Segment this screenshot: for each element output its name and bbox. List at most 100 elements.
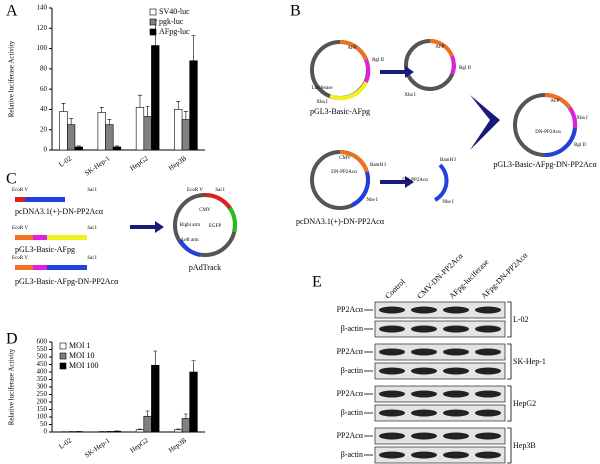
column-label: AFpg-DN-PP2Acα <box>479 250 529 300</box>
x-tick-label: L-02 <box>57 436 73 451</box>
blot-band <box>379 348 405 356</box>
blot-band <box>411 409 437 417</box>
constructs <box>15 197 87 270</box>
panel-label: E <box>312 274 322 291</box>
diagram-label: Sal I <box>87 188 97 193</box>
diagram-label: AFP <box>550 99 559 104</box>
y-tick-label: 0 <box>44 428 48 436</box>
legend-label: pgk-luc <box>159 17 184 26</box>
group-label: L-02 <box>513 315 529 324</box>
bar <box>181 418 191 433</box>
error-bar <box>145 410 150 417</box>
blot-strip <box>374 385 506 403</box>
bar <box>151 364 160 433</box>
blot-band <box>411 348 437 356</box>
plasmid-segment <box>339 40 368 61</box>
y-tick-label: 120 <box>37 24 48 32</box>
diagram-label: CMV <box>199 208 211 213</box>
error-bar <box>153 350 158 366</box>
error-bar <box>191 35 196 61</box>
bar <box>174 429 183 433</box>
x-tick-label: Hep3B <box>167 436 188 454</box>
legend-label: MOI 10 <box>69 351 95 360</box>
y-tick-label: 250 <box>37 390 48 398</box>
construct-part <box>33 235 47 240</box>
bar <box>135 107 145 151</box>
y-tick-label: 50 <box>40 420 48 428</box>
plasmid-diagrams <box>173 39 578 257</box>
legend-swatch <box>149 8 157 16</box>
blot-band <box>475 306 501 314</box>
blot-band <box>475 367 501 375</box>
blot-band <box>475 325 501 333</box>
y-tick-label: 500 <box>37 353 48 361</box>
y-axis-label: Relative luciferase Activity <box>8 348 16 425</box>
plasmid-segment <box>339 149 369 173</box>
diagram-label: DN-PP2Acα <box>535 130 561 135</box>
bar <box>74 146 83 151</box>
y-tick-label: 140 <box>37 4 48 12</box>
bar <box>59 111 68 151</box>
plasmid-segment <box>544 127 577 158</box>
blot-band <box>411 451 437 459</box>
legend-swatch <box>59 362 67 370</box>
blot-strip <box>374 427 506 445</box>
construct-part <box>33 265 47 270</box>
error-bar <box>137 428 142 430</box>
error-bar <box>107 119 112 125</box>
diagram-label: Bgl II <box>459 66 471 71</box>
y-tick-label: 450 <box>37 360 48 368</box>
error-bar <box>61 103 66 112</box>
blot-band <box>475 348 501 356</box>
diagram-label: Xba I <box>576 116 588 121</box>
diagram-label: Nhe I <box>366 198 378 203</box>
plasmid-segment <box>544 92 572 110</box>
blot-band <box>379 451 405 459</box>
plasmid-segment <box>364 59 371 83</box>
plasmid-segment <box>329 81 368 101</box>
blot-band <box>411 325 437 333</box>
diagram-label: pGL3-Basic-AFpg-DN-PP2Acα <box>15 277 119 286</box>
plasmid-segment <box>204 192 232 210</box>
blot-band <box>411 367 437 375</box>
diagram-label: DN-PP2Acα <box>402 178 428 183</box>
y-tick-label: 60 <box>40 85 48 93</box>
y-tick-label: 200 <box>37 398 48 406</box>
blot-band <box>443 451 469 459</box>
diagram-label: pcDNA3.1(+)-DN-PP2Acα <box>15 207 104 216</box>
blot-strip <box>374 343 506 361</box>
blot-band <box>443 325 469 333</box>
x-tick-label: HepG2 <box>129 154 151 172</box>
diagram-label: Sal I <box>87 256 97 261</box>
y-tick-label: 300 <box>37 383 48 391</box>
blot-band <box>411 432 437 440</box>
error-bar <box>176 101 181 110</box>
plasmid-segment <box>351 171 371 207</box>
blot-band <box>475 390 501 398</box>
error-bar <box>145 106 150 117</box>
error-bar <box>69 118 74 125</box>
arrow <box>130 221 164 233</box>
error-bar <box>99 107 104 113</box>
plasmid-segment <box>433 163 449 202</box>
diagram-label: Bgl II <box>574 143 586 148</box>
blot-band <box>379 325 405 333</box>
construct-part <box>15 235 33 240</box>
blot-band <box>443 306 469 314</box>
construct-part <box>47 235 87 240</box>
arrows <box>130 66 500 233</box>
blot-band <box>443 409 469 417</box>
row-label: PP2Acα <box>337 305 364 314</box>
construct-part <box>25 197 65 202</box>
y-tick-label: 550 <box>37 345 48 353</box>
blot-band <box>475 451 501 459</box>
diagram-label: Luciferase <box>311 86 333 91</box>
y-tick-label: 0 <box>44 146 48 154</box>
legend-swatch <box>149 18 157 26</box>
blot-band <box>379 306 405 314</box>
group-bracket <box>507 343 512 380</box>
construct-part <box>47 265 87 270</box>
diagram-label: Bgl II <box>372 58 384 63</box>
blot-band <box>443 390 469 398</box>
